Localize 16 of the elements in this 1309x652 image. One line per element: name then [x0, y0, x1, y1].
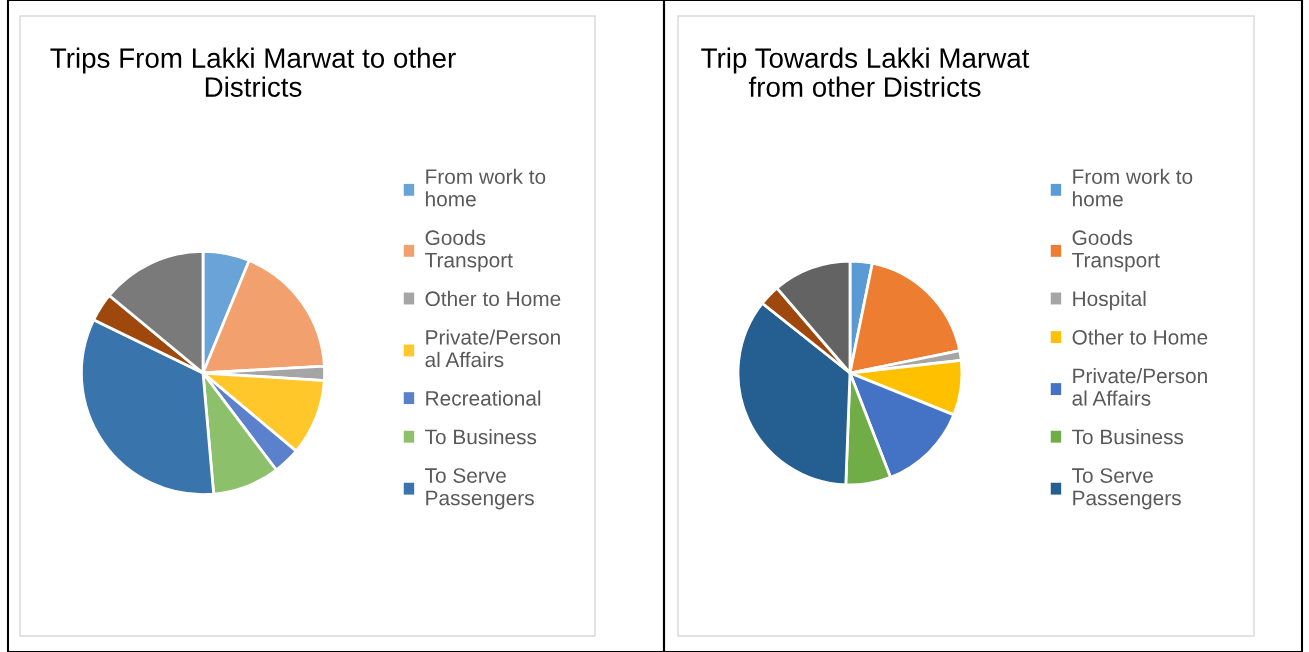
chart-title: Trip Towards Lakki Marwat from other Districts: [701, 47, 1030, 97]
legend-label: To Serve Passengers: [425, 468, 534, 510]
legend-label: Recreational: [426, 390, 541, 406]
legend-label: Goods Transport: [425, 229, 513, 272]
legend-label: Private/Person al Affairs: [1072, 367, 1207, 406]
legend-label: Goods Transport: [1072, 229, 1160, 272]
legend-label: From work to home: [1073, 168, 1193, 207]
legend-label: Private/Person al Affairs: [425, 329, 560, 368]
legend-label: To Business: [425, 429, 537, 445]
legend-label: To Business: [1072, 429, 1184, 445]
legend-label: Hospital: [1073, 290, 1146, 311]
legend-label: Other to Home: [425, 290, 561, 307]
legend-label: To Serve Passengers: [1072, 468, 1181, 510]
legend-label: From work to home: [426, 168, 546, 207]
legend-label: Other to Home: [1072, 329, 1208, 345]
chart-title: Trips From Lakki Marwat to other Districts: [50, 47, 456, 97]
